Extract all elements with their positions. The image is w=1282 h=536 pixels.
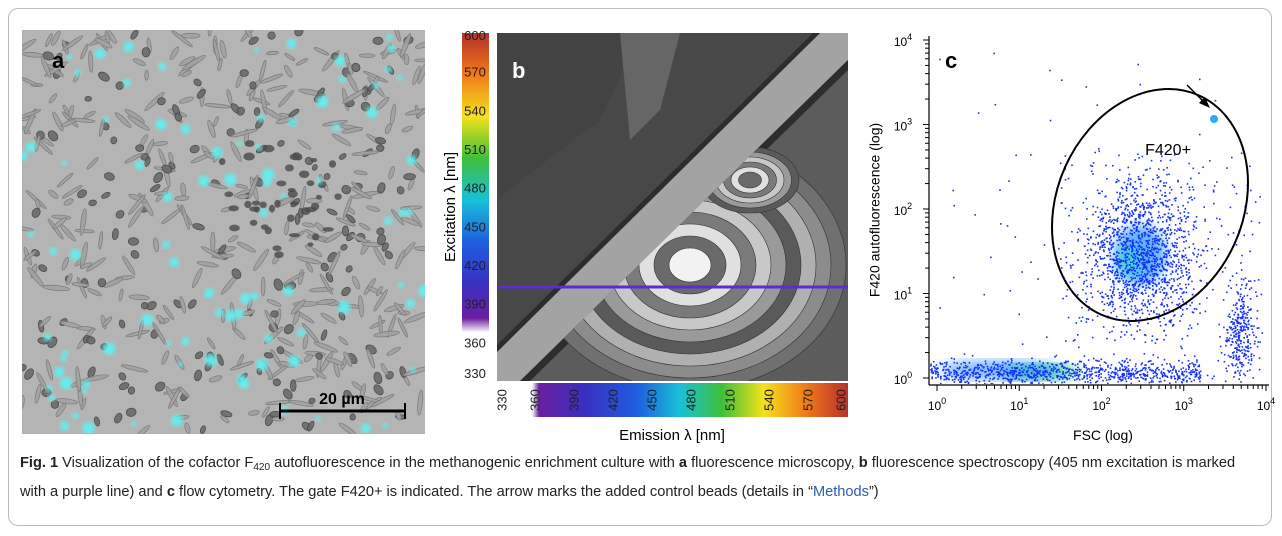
x-tick-label: 101 (1010, 396, 1028, 413)
x-tick-label: 360 (527, 389, 542, 411)
y-tick-label: 104 (894, 32, 912, 49)
microscopy-image (11, 20, 433, 441)
x-tick-label: 100 (928, 396, 946, 413)
y-tick-label: 420 (464, 258, 486, 273)
caption-segment: b (859, 455, 868, 471)
x-tick-label: 480 (683, 389, 698, 411)
caption-segment: c (167, 484, 175, 500)
y-tick-label: 360 (464, 335, 486, 350)
x-axis-label: FSC (log) (1073, 427, 1133, 443)
x-tick-label: 420 (605, 389, 620, 411)
panel-label: b (512, 58, 525, 83)
gate-label: F420+ (1145, 142, 1191, 159)
y-tick-label: 102 (894, 201, 912, 218)
caption-segment: ”) (869, 484, 879, 500)
x-tick-label: 540 (761, 389, 776, 411)
y-tick-label: 480 (464, 181, 486, 196)
x-axis-label: Emission λ [nm] (619, 427, 725, 444)
figure-caption: Fig. 1 Visualization of the cofactor F42… (20, 451, 1260, 504)
caption-segment: flow cytometry. The gate F420+ is indica… (175, 484, 813, 500)
y-tick-label: 100 (894, 370, 912, 387)
caption-segment: autofluorescence in the methanogenic enr… (270, 455, 679, 471)
y-tick-label: 510 (464, 142, 486, 157)
x-tick-label: 570 (800, 389, 815, 411)
x-tick-label: 102 (1092, 396, 1110, 413)
x-tick-label: 510 (722, 389, 737, 411)
figure: a 20 µm b Excitation λ [nm] Emission λ [… (0, 0, 1282, 450)
y-tick-label: 570 (464, 65, 486, 80)
scale-bar-label: 20 µm (319, 391, 365, 408)
x-tick-label: 104 (1257, 396, 1275, 413)
y-tick-label: 450 (464, 219, 486, 234)
y-tick-label: 390 (464, 297, 486, 312)
caption-segment: Fig. 1 (20, 455, 58, 471)
x-colorbar (497, 383, 848, 417)
caption-segment: Visualization of the cofactor F (58, 455, 253, 471)
x-tick-label: 390 (566, 389, 581, 411)
x-tick-label: 600 (833, 389, 848, 411)
x-tick-label: 450 (644, 389, 659, 411)
y-tick-label: 101 (894, 286, 912, 303)
y-colorbar (462, 33, 489, 381)
panel-label: c (945, 48, 957, 73)
caption-segment: fluorescence microscopy, (687, 455, 859, 471)
y-tick-label: 103 (894, 117, 912, 134)
caption-segment[interactable]: Methods (813, 484, 869, 500)
caption-segment: 420 (253, 462, 270, 473)
y-tick-label: 330 (464, 366, 486, 381)
panel-label: a (52, 48, 65, 73)
y-tick-label: 600 (464, 28, 486, 43)
x-tick-label: 103 (1175, 396, 1193, 413)
caption-segment: a (679, 455, 687, 471)
x-tick-label: 330 (494, 389, 509, 411)
control-beads (1210, 115, 1218, 123)
y-axis-label: Excitation λ [nm] (442, 152, 459, 262)
y-tick-label: 540 (464, 103, 486, 118)
y-axis-label: F420 autofluorescence (log) (867, 123, 883, 297)
